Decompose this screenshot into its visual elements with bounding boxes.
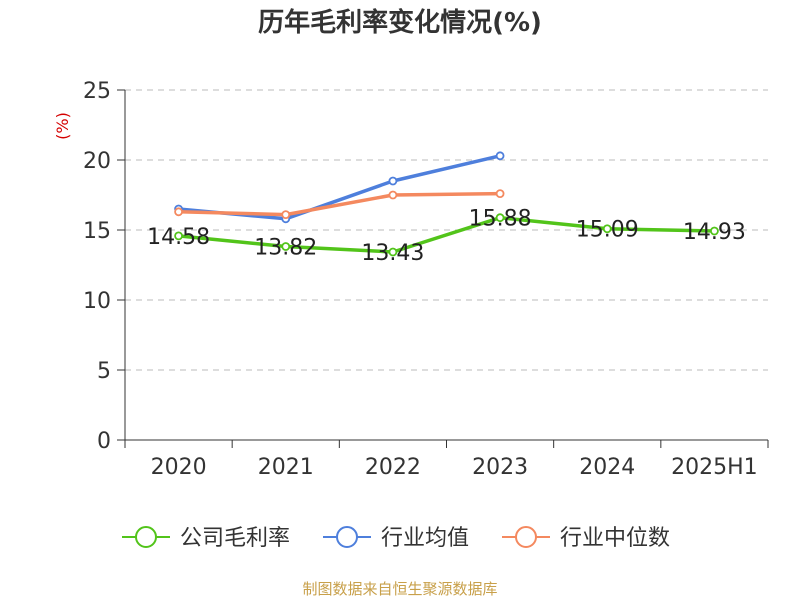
data-point [495,189,505,199]
data-label: 15.09 [576,218,639,243]
data-labels: 14.58 13.82 13.43 15.88 15.09 14.93 [147,207,746,266]
data-point [495,151,505,161]
data-point [388,190,398,200]
data-point [174,207,183,217]
data-point [174,231,183,241]
legend[interactable]: 公司毛利率 行业均值 行业中位数 [122,526,670,551]
series-1 [174,213,719,257]
y-tick-label: 25 [83,79,111,104]
data-point [388,176,398,186]
grid-lines [125,89,768,371]
legend-item[interactable]: 行业中位数 [502,526,670,551]
data-label: 15.88 [469,207,532,232]
x-tick-label: 2023 [472,455,528,480]
data-point [602,224,612,234]
y-axis-unit-label: (%) [53,112,72,140]
legend-label: 行业均值 [381,526,469,551]
x-tick-label: 2025H1 [671,455,758,480]
series-line [176,215,717,254]
data-label: 13.82 [254,236,317,261]
chart-title: 历年毛利率变化情况(%) [258,8,542,38]
data-label: 14.58 [147,225,210,250]
y-tick-label: 0 [97,429,111,454]
legend-swatch-marker [135,526,157,548]
y-tick-label: 5 [97,359,111,384]
series-line [176,191,502,217]
legend-item[interactable]: 行业均值 [323,526,469,551]
data-point [710,226,719,236]
x-tick-label: 2024 [579,455,635,480]
data-label: 14.93 [683,220,746,245]
data-point [495,213,505,223]
x-tick-label: 2022 [365,455,421,480]
axes: 0 5 10 15 20 25 2020 2021 2022 2023 2024 2025H1 [83,79,769,480]
x-tick-label: 2021 [258,455,314,480]
legend-label: 公司毛利率 [180,526,290,551]
data-point [281,242,291,251]
series-line [176,154,502,221]
data-label: 13.43 [361,241,424,266]
legend-label: 行业中位数 [560,526,670,551]
y-tick-label: 10 [83,289,111,314]
y-tick-label: 15 [83,219,111,244]
data-point [281,210,291,220]
series-lines [174,151,719,257]
legend-swatch-marker [336,526,358,548]
data-point [388,247,398,257]
y-tick-label: 20 [83,149,111,174]
x-tick-label: 2020 [151,455,207,480]
legend-item[interactable]: 公司毛利率 [122,526,290,551]
legend-swatch-marker [515,526,537,548]
series-3 [174,189,505,220]
source-note: 制图数据来自恒生聚源数据库 [302,580,498,598]
